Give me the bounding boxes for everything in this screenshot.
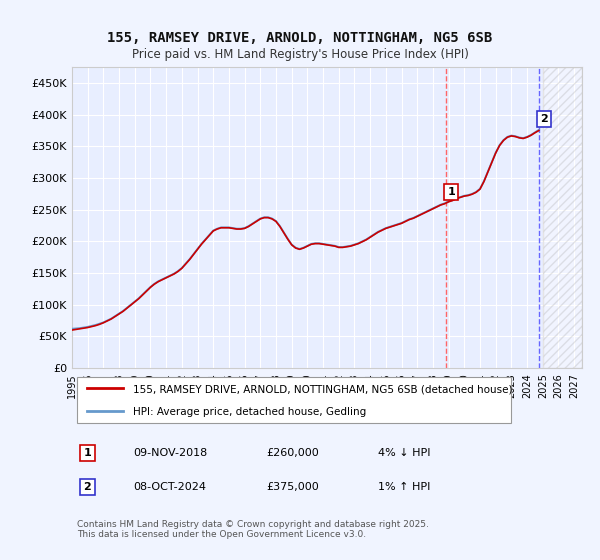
Text: 2: 2: [83, 482, 91, 492]
Text: HPI: Average price, detached house, Gedling: HPI: Average price, detached house, Gedl…: [133, 407, 367, 417]
Text: 155, RAMSEY DRIVE, ARNOLD, NOTTINGHAM, NG5 6SB: 155, RAMSEY DRIVE, ARNOLD, NOTTINGHAM, N…: [107, 31, 493, 45]
Bar: [543, 67, 582, 368]
Text: Contains HM Land Registry data © Crown copyright and database right 2025.
This d: Contains HM Land Registry data © Crown c…: [77, 520, 429, 539]
Text: 155, RAMSEY DRIVE, ARNOLD, NOTTINGHAM, NG5 6SB (detached house): 155, RAMSEY DRIVE, ARNOLD, NOTTINGHAM, N…: [133, 384, 513, 394]
Text: 2: 2: [540, 114, 548, 124]
Text: 1: 1: [83, 448, 91, 458]
Text: 1: 1: [447, 187, 455, 197]
Bar: [543, 67, 582, 368]
Text: 4% ↓ HPI: 4% ↓ HPI: [378, 448, 431, 458]
Text: £260,000: £260,000: [266, 448, 319, 458]
Text: 1% ↑ HPI: 1% ↑ HPI: [378, 482, 430, 492]
Text: 08-OCT-2024: 08-OCT-2024: [133, 482, 206, 492]
Text: Price paid vs. HM Land Registry's House Price Index (HPI): Price paid vs. HM Land Registry's House …: [131, 48, 469, 60]
FancyBboxPatch shape: [77, 377, 511, 423]
Text: £375,000: £375,000: [266, 482, 319, 492]
Text: 09-NOV-2018: 09-NOV-2018: [133, 448, 208, 458]
